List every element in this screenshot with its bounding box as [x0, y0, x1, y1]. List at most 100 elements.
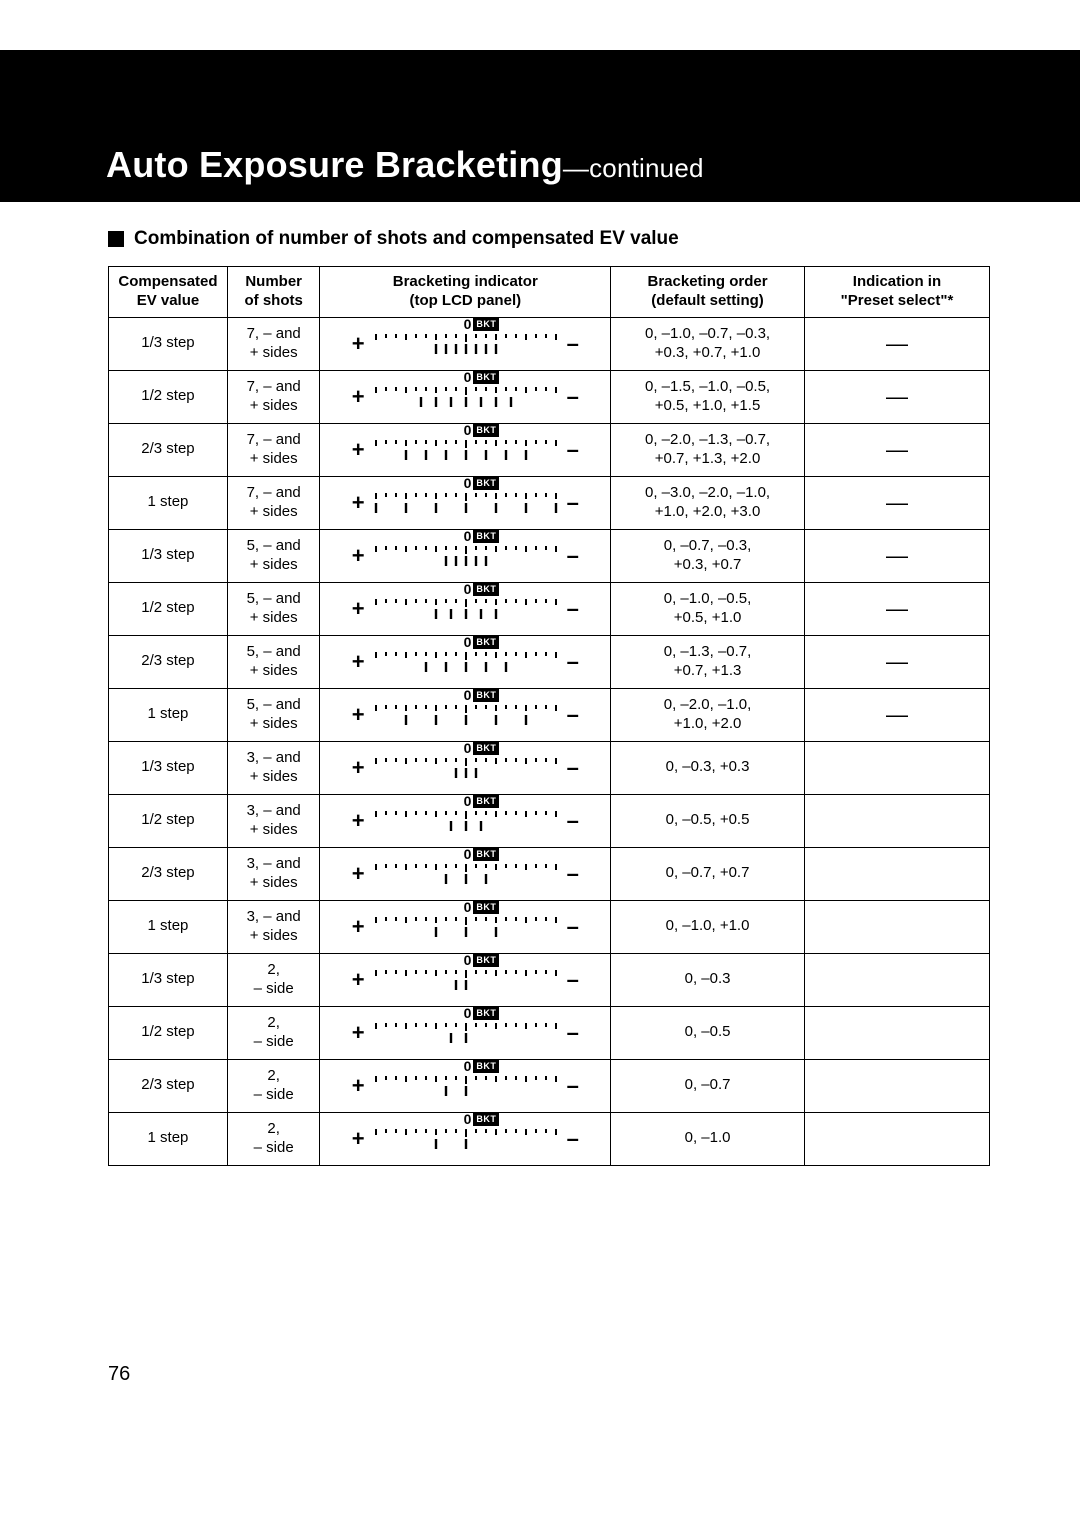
bkt-label: 0 BKT [464, 316, 500, 334]
cell-ev: 1/2 step [109, 1006, 228, 1059]
cell-order: 0, –0.5 [611, 1006, 805, 1059]
table-header-row: CompensatedEV value Numberof shots Brack… [109, 267, 990, 318]
cell-shots: 2,– side [227, 953, 320, 1006]
cell-indicator: + 0 BKT – [320, 1059, 611, 1112]
cell-preset: — [804, 688, 989, 741]
minus-icon: – [565, 966, 581, 994]
bkt-box-icon: BKT [473, 477, 499, 490]
cell-order: 0, –2.0, –1.0,+1.0, +2.0 [611, 688, 805, 741]
minus-icon: – [565, 701, 581, 729]
bkt-zero: 0 [464, 1058, 472, 1076]
bkt-label: 0 BKT [464, 528, 500, 546]
bracketing-indicator: + 0 BKT – [350, 642, 581, 682]
bkt-label: 0 BKT [464, 634, 500, 652]
minus-icon: – [565, 913, 581, 941]
cell-order: 0, –1.0, –0.7, –0.3,+0.3, +0.7, +1.0 [611, 317, 805, 370]
bkt-box-icon: BKT [473, 583, 499, 596]
cell-preset [804, 1059, 989, 1112]
cell-order: 0, –0.7, +0.7 [611, 847, 805, 900]
bracketing-indicator: + 0 BKT – [350, 695, 581, 735]
bkt-zero: 0 [464, 316, 472, 334]
table-row: 1/3 step3, – and+ sides + 0 BKT – 0, –0.… [109, 741, 990, 794]
plus-icon: + [350, 648, 367, 676]
cell-preset [804, 953, 989, 1006]
bracketing-table: CompensatedEV value Numberof shots Brack… [108, 266, 990, 1166]
cell-indicator: + 0 BKT – [320, 1112, 611, 1165]
square-bullet-icon [108, 231, 124, 247]
bracketing-indicator: + 0 BKT – [350, 324, 581, 364]
cell-ev: 1/2 step [109, 370, 228, 423]
cell-order: 0, –0.3 [611, 953, 805, 1006]
table-row: 1 step7, – and+ sides + 0 BKT – 0, –3.0,… [109, 476, 990, 529]
minus-icon: – [565, 489, 581, 517]
plus-icon: + [350, 330, 367, 358]
cell-shots: 5, – and+ sides [227, 688, 320, 741]
cell-indicator: + 0 BKT – [320, 529, 611, 582]
bkt-zero: 0 [464, 528, 472, 546]
bkt-label: 0 BKT [464, 1005, 500, 1023]
bkt-zero: 0 [464, 899, 472, 917]
minus-icon: – [565, 648, 581, 676]
bkt-label: 0 BKT [464, 740, 500, 758]
bkt-label: 0 BKT [464, 1058, 500, 1076]
bracketing-indicator: + 0 BKT – [350, 1013, 581, 1053]
cell-ev: 1/3 step [109, 741, 228, 794]
table-row: 2/3 step2,– side + 0 BKT – 0, –0.7 [109, 1059, 990, 1112]
table-row: 2/3 step3, – and+ sides + 0 BKT – 0, –0.… [109, 847, 990, 900]
table-row: 2/3 step5, – and+ sides + 0 BKT – 0, –1.… [109, 635, 990, 688]
cell-indicator: + 0 BKT – [320, 1006, 611, 1059]
cell-shots: 2,– side [227, 1006, 320, 1059]
bkt-box-icon: BKT [473, 318, 499, 331]
bkt-label: 0 BKT [464, 475, 500, 493]
bracketing-indicator: + 0 BKT – [350, 801, 581, 841]
title-continued: —continued [563, 153, 704, 183]
bracketing-indicator: + 0 BKT – [350, 377, 581, 417]
plus-icon: + [350, 383, 367, 411]
minus-icon: – [565, 807, 581, 835]
cell-preset: — [804, 476, 989, 529]
table-row: 2/3 step7, – and+ sides + 0 BKT – 0, –2.… [109, 423, 990, 476]
th-ev: CompensatedEV value [109, 267, 228, 318]
cell-indicator: + 0 BKT – [320, 847, 611, 900]
minus-icon: – [565, 1125, 581, 1153]
minus-icon: – [565, 436, 581, 464]
page: Auto Exposure Bracketing—continued Combi… [0, 0, 1080, 1526]
cell-ev: 1/2 step [109, 794, 228, 847]
bracketing-indicator: + 0 BKT – [350, 854, 581, 894]
bracketing-indicator: + 0 BKT – [350, 1119, 581, 1159]
bkt-zero: 0 [464, 793, 472, 811]
bkt-label: 0 BKT [464, 793, 500, 811]
bkt-zero: 0 [464, 369, 472, 387]
bkt-box-icon: BKT [473, 848, 499, 861]
section-subheading: Combination of number of shots and compe… [108, 228, 990, 250]
bracketing-indicator: + 0 BKT – [350, 1066, 581, 1106]
cell-indicator: + 0 BKT – [320, 953, 611, 1006]
cell-shots: 7, – and+ sides [227, 370, 320, 423]
plus-icon: + [350, 754, 367, 782]
cell-order: 0, –1.0, +1.0 [611, 900, 805, 953]
cell-preset: — [804, 635, 989, 688]
cell-preset [804, 1112, 989, 1165]
cell-preset [804, 794, 989, 847]
cell-preset [804, 741, 989, 794]
cell-shots: 5, – and+ sides [227, 635, 320, 688]
bracketing-indicator: + 0 BKT – [350, 960, 581, 1000]
cell-shots: 2,– side [227, 1112, 320, 1165]
cell-preset [804, 1006, 989, 1059]
cell-indicator: + 0 BKT – [320, 476, 611, 529]
th-indicator: Bracketing indicator(top LCD panel) [320, 267, 611, 318]
bkt-zero: 0 [464, 1005, 472, 1023]
cell-shots: 7, – and+ sides [227, 317, 320, 370]
cell-shots: 2,– side [227, 1059, 320, 1112]
page-title: Auto Exposure Bracketing—continued [0, 130, 1080, 202]
plus-icon: + [350, 913, 367, 941]
cell-ev: 2/3 step [109, 1059, 228, 1112]
th-shots: Numberof shots [227, 267, 320, 318]
cell-ev: 1/3 step [109, 529, 228, 582]
cell-ev: 2/3 step [109, 423, 228, 476]
plus-icon: + [350, 1019, 367, 1047]
bracketing-indicator: + 0 BKT – [350, 748, 581, 788]
bkt-zero: 0 [464, 846, 472, 864]
cell-preset: — [804, 317, 989, 370]
bkt-box-icon: BKT [473, 1113, 499, 1126]
